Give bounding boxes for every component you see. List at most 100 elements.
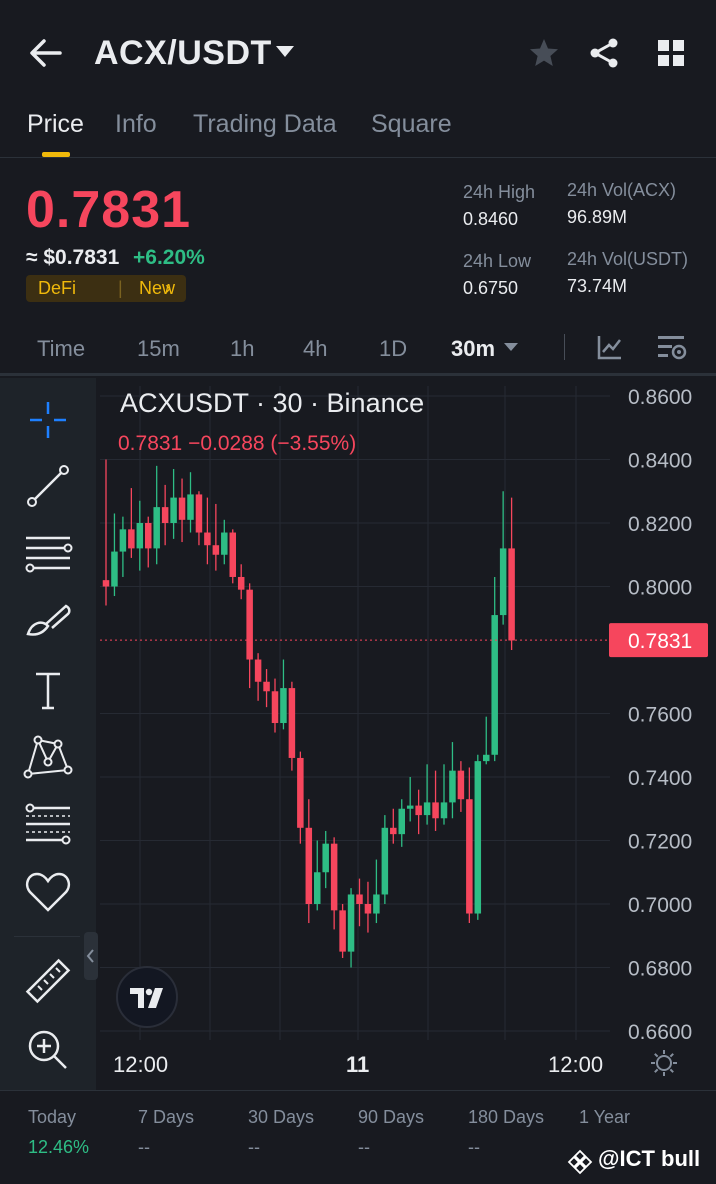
candle-body	[381, 827, 389, 895]
toolbar-collapse-handle[interactable]	[84, 932, 98, 980]
candle-body	[246, 589, 253, 660]
interval-30m[interactable]: 30m	[451, 336, 496, 361]
chart-ohlc-readout: 0.7831 −0.0288 (−3.55%)	[118, 432, 357, 455]
y-tick-label: 0.7600	[628, 704, 692, 727]
interval-15m[interactable]: 15m	[137, 336, 180, 361]
candle-body	[254, 659, 262, 682]
fib-tool-icon[interactable]	[22, 798, 74, 850]
interval-dropdown-caret-icon[interactable]	[504, 343, 518, 351]
pair-dropdown-caret-icon[interactable]	[276, 46, 294, 57]
candle-body	[136, 523, 144, 549]
candle-body	[483, 754, 490, 762]
perf-value-90d: --	[358, 1137, 370, 1157]
candle-body	[263, 681, 270, 692]
drawing-toolbar	[0, 378, 96, 1090]
favorite-star-icon[interactable]	[527, 36, 561, 70]
y-tick-label: 0.7000	[628, 894, 692, 917]
candle-body	[288, 688, 296, 758]
axis-settings-icon[interactable]	[651, 1050, 677, 1076]
chart-settings-icon[interactable]	[656, 333, 688, 361]
candle-body	[195, 494, 203, 533]
candle-body	[128, 529, 135, 549]
candle-body	[229, 532, 236, 577]
interval-4h[interactable]: 4h	[303, 336, 328, 361]
x-tick-label: 12:00	[113, 1052, 168, 1077]
candle-body	[440, 802, 448, 819]
tab-trading-data[interactable]: Trading Data	[193, 110, 337, 138]
ruler-icon[interactable]	[22, 956, 74, 1008]
app-header: ACX/USDT	[0, 0, 716, 100]
brush-icon[interactable]	[22, 596, 74, 648]
interval-1h[interactable]: 1h	[230, 336, 255, 361]
pattern-tool-icon[interactable]	[22, 730, 74, 782]
candle-body	[491, 615, 498, 755]
perf-value-today: 12.46%	[28, 1137, 90, 1157]
candle-body	[297, 757, 304, 828]
candle-body	[322, 843, 329, 873]
perf-label-today: Today	[28, 1107, 77, 1127]
horizontal-lines-icon[interactable]	[22, 528, 74, 580]
category-tags[interactable]: DeFi | New ›	[26, 275, 186, 302]
trading-pair-title[interactable]: ACX/USDT	[94, 34, 272, 72]
y-tick-label: 0.8000	[628, 577, 692, 600]
high-value: 0.8460	[463, 209, 519, 229]
interval-time[interactable]: Time	[37, 336, 86, 361]
candle-body	[271, 691, 279, 724]
y-tick-label: 0.6800	[628, 958, 692, 981]
candle-body	[187, 494, 194, 520]
last-price: 0.7831	[26, 181, 192, 239]
last-price-tag	[609, 623, 708, 658]
grid-menu-icon[interactable]	[654, 36, 688, 70]
candle-body	[204, 532, 211, 546]
candle-body	[466, 799, 473, 914]
price-change-percent: +6.20%	[133, 246, 205, 269]
candle-body	[415, 805, 422, 816]
last-price-label: 0.7831	[628, 630, 692, 653]
y-tick-label: 0.7400	[628, 767, 692, 790]
perf-label-7d: 7 Days	[138, 1107, 195, 1127]
tab-info[interactable]: Info	[115, 110, 157, 138]
tab-square[interactable]: Square	[371, 110, 452, 138]
candle-body	[153, 507, 160, 549]
candle-body	[221, 532, 228, 555]
watermark-handle: @ICT bull	[598, 1146, 701, 1171]
page-tabs: Price Info Trading Data Square	[0, 100, 716, 158]
interval-1d[interactable]: 1D	[379, 336, 408, 361]
binance-logo-icon	[567, 1149, 593, 1175]
candlestick-chart[interactable]: 0.8600 0.8400 0.8200 0.8000 0.7600 0.7400 0.72…	[0, 378, 716, 1090]
candle-body	[499, 548, 507, 616]
perf-value-180d: --	[468, 1137, 480, 1157]
candle-body	[398, 808, 405, 835]
candle-body	[305, 827, 313, 904]
tab-price[interactable]: Price	[27, 110, 84, 138]
interval-bar: Time 15m 1h 4h 1D 30m	[0, 322, 716, 376]
tag-separator: |	[118, 278, 123, 298]
perf-value-30d: --	[248, 1137, 260, 1157]
candle-body	[237, 576, 245, 590]
back-arrow-icon[interactable]	[28, 36, 64, 70]
candle-body	[111, 551, 118, 587]
text-tool-icon[interactable]	[22, 664, 74, 716]
tag-new: New	[139, 278, 176, 298]
candle-body	[161, 507, 169, 523]
trend-line-icon[interactable]	[22, 460, 74, 512]
candle-body	[280, 688, 287, 724]
share-icon[interactable]	[587, 36, 621, 70]
zoom-in-icon[interactable]	[22, 1024, 74, 1076]
vol-quote-value: 73.74M	[567, 276, 628, 296]
chart-symbol-title: ACXUSDT · 30 · Binance	[120, 388, 425, 418]
indicators-icon[interactable]	[596, 333, 624, 361]
vol-base-value: 96.89M	[567, 207, 628, 227]
low-value: 0.6750	[463, 278, 519, 298]
candle-body	[373, 894, 380, 914]
x-tick-label: 11	[346, 1052, 369, 1077]
candle-body	[390, 827, 397, 835]
candle-body	[347, 894, 355, 952]
perf-label-180d: 180 Days	[468, 1107, 545, 1127]
favorites-heart-icon[interactable]	[22, 866, 74, 918]
y-tick-label: 0.8400	[628, 450, 692, 473]
low-label: 24h Low	[463, 251, 532, 271]
candle-body	[432, 802, 439, 819]
crosshair-icon[interactable]	[22, 394, 74, 446]
vol-base-label: 24h Vol(ACX)	[567, 180, 677, 200]
